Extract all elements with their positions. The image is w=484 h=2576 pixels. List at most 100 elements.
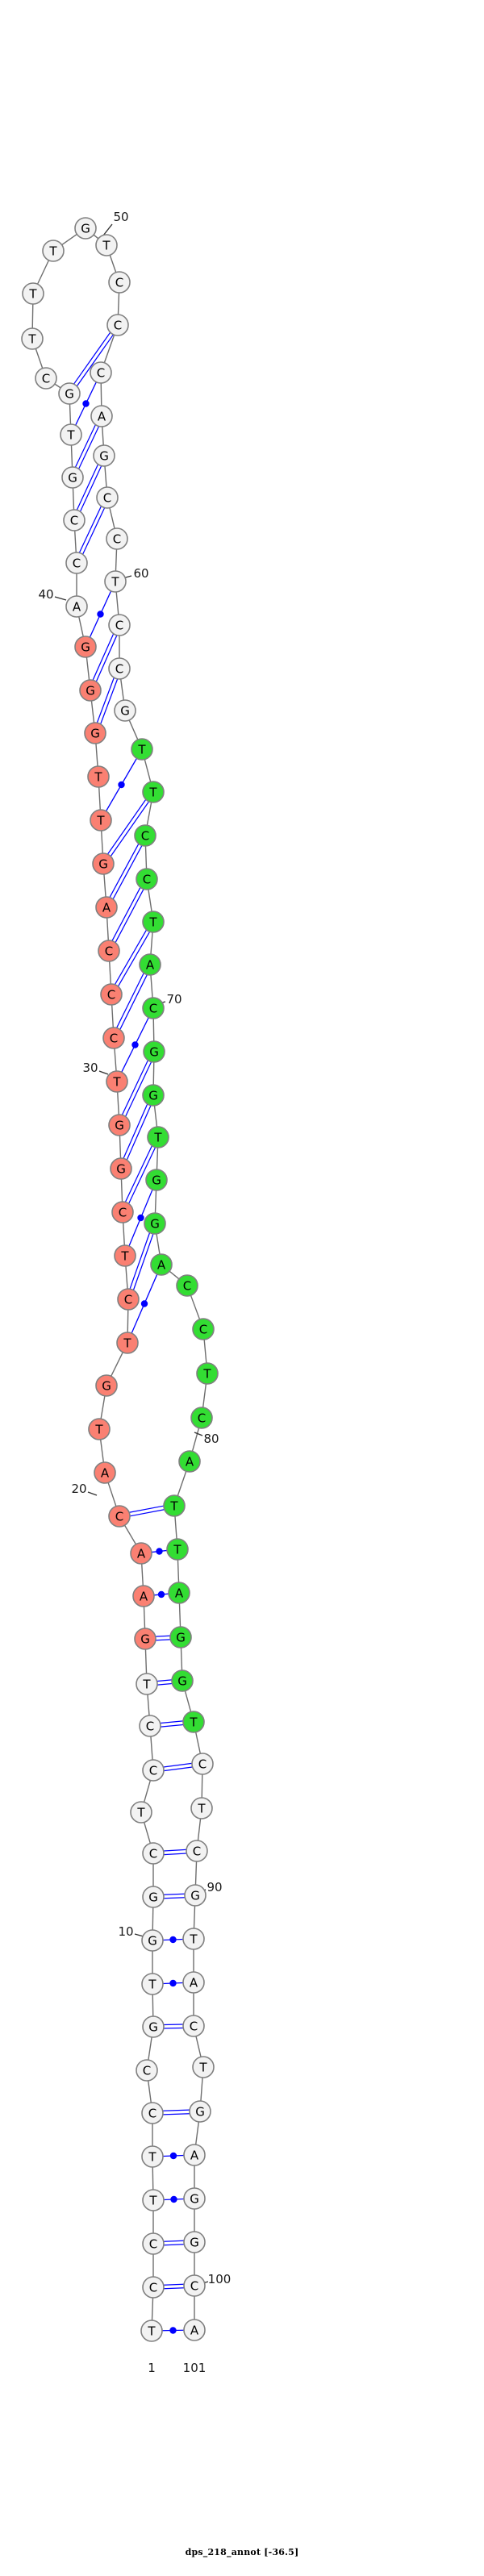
nucleotide-10[interactable]: G bbox=[141, 1929, 164, 1952]
nucleotide-2[interactable]: C bbox=[142, 2276, 165, 2299]
nucleotide-21[interactable]: A bbox=[94, 1461, 116, 1484]
nucleotide-44[interactable]: G bbox=[61, 466, 84, 489]
nucleotide-42[interactable]: C bbox=[65, 552, 88, 574]
nucleotide-circle[interactable] bbox=[95, 896, 118, 919]
nucleotide-19[interactable]: A bbox=[130, 1542, 152, 1565]
nucleotide-75[interactable]: G bbox=[144, 1212, 166, 1235]
nucleotide-circle[interactable] bbox=[114, 699, 136, 722]
nucleotide-circle[interactable] bbox=[142, 1084, 165, 1107]
nucleotide-circle[interactable] bbox=[108, 1114, 131, 1136]
nucleotide-circle[interactable] bbox=[96, 486, 119, 509]
nucleotide-circle[interactable] bbox=[130, 1542, 152, 1565]
nucleotide-60[interactable]: T bbox=[104, 570, 127, 593]
nucleotide-circle[interactable] bbox=[183, 2274, 206, 2297]
nucleotide-59[interactable]: C bbox=[106, 527, 128, 550]
nucleotide-circle[interactable] bbox=[90, 809, 112, 832]
nucleotide-49[interactable]: T bbox=[22, 282, 44, 305]
nucleotide-48[interactable]: T bbox=[21, 327, 44, 350]
nucleotide-circle[interactable] bbox=[141, 1973, 164, 1995]
nucleotide-circle[interactable] bbox=[79, 679, 102, 702]
nucleotide-circle[interactable] bbox=[147, 1126, 169, 1148]
nucleotide-32[interactable]: C bbox=[100, 983, 123, 1006]
nucleotide-67[interactable]: C bbox=[136, 868, 158, 890]
nucleotide-circle[interactable] bbox=[142, 2276, 165, 2299]
nucleotide-circle[interactable] bbox=[182, 1928, 205, 1950]
nucleotide-circle[interactable] bbox=[21, 327, 44, 350]
nucleotide-circle[interactable] bbox=[183, 2319, 206, 2341]
nucleotide-39[interactable]: G bbox=[79, 679, 102, 702]
nucleotide-circle[interactable] bbox=[116, 1332, 139, 1354]
nucleotide-circle[interactable] bbox=[142, 1759, 165, 1782]
nucleotide-81[interactable]: A bbox=[178, 1450, 201, 1473]
nucleotide-37[interactable]: T bbox=[87, 765, 110, 788]
nucleotide-38[interactable]: G bbox=[84, 722, 106, 744]
nucleotide-circle[interactable] bbox=[192, 1318, 215, 1340]
nucleotide-circle[interactable] bbox=[168, 1582, 190, 1604]
nucleotide-23[interactable]: G bbox=[95, 1374, 118, 1397]
nucleotide-circle[interactable] bbox=[108, 614, 131, 636]
nucleotide-circle[interactable] bbox=[90, 405, 113, 427]
nucleotide-circle[interactable] bbox=[108, 271, 131, 294]
nucleotide-circle[interactable] bbox=[65, 595, 88, 618]
nucleotide-circle[interactable] bbox=[106, 1070, 128, 1093]
nucleotide-circle[interactable] bbox=[132, 1585, 155, 1607]
nucleotide-82[interactable]: T bbox=[163, 1494, 186, 1517]
nucleotide-circle[interactable] bbox=[35, 367, 57, 390]
nucleotide-55[interactable]: C bbox=[90, 361, 112, 384]
nucleotide-circle[interactable] bbox=[136, 2059, 158, 2082]
nucleotide-5[interactable]: T bbox=[141, 2145, 164, 2168]
nucleotide-76[interactable]: A bbox=[150, 1253, 173, 1276]
nucleotide-circle[interactable] bbox=[60, 423, 82, 446]
nucleotide-circle[interactable] bbox=[163, 1494, 186, 1517]
nucleotide-56[interactable]: A bbox=[90, 405, 113, 427]
nucleotide-11[interactable]: G bbox=[142, 1886, 165, 1908]
nucleotide-87[interactable]: T bbox=[182, 1711, 205, 1733]
nucleotide-circle[interactable] bbox=[134, 1628, 156, 1650]
nucleotide-circle[interactable] bbox=[106, 527, 128, 550]
nucleotide-1[interactable]: T bbox=[140, 2320, 163, 2342]
nucleotide-circle[interactable] bbox=[88, 1418, 111, 1440]
nucleotide-61[interactable]: C bbox=[108, 614, 131, 636]
nucleotide-65[interactable]: T bbox=[142, 781, 165, 803]
nucleotide-66[interactable]: C bbox=[134, 824, 156, 847]
nucleotide-50[interactable]: T bbox=[42, 240, 65, 262]
nucleotide-circle[interactable] bbox=[142, 2189, 165, 2211]
nucleotide-circle[interactable] bbox=[182, 1971, 205, 1994]
nucleotide-circle[interactable] bbox=[108, 1505, 131, 1528]
nucleotide-circle[interactable] bbox=[166, 1538, 189, 1561]
nucleotide-90[interactable]: C bbox=[186, 1840, 208, 1862]
nucleotide-circle[interactable] bbox=[142, 997, 165, 1019]
nucleotide-circle[interactable] bbox=[184, 1884, 207, 1907]
nucleotide-25[interactable]: C bbox=[117, 1288, 140, 1311]
nucleotide-30[interactable]: T bbox=[106, 1070, 128, 1093]
nucleotide-74[interactable]: G bbox=[145, 1169, 168, 1191]
nucleotide-85[interactable]: G bbox=[169, 1626, 192, 1649]
nucleotide-12[interactable]: C bbox=[142, 1842, 165, 1865]
nucleotide-circle[interactable] bbox=[190, 1797, 213, 1819]
nucleotide-83[interactable]: T bbox=[166, 1538, 189, 1561]
nucleotide-circle[interactable] bbox=[106, 314, 129, 336]
nucleotide-27[interactable]: C bbox=[111, 1201, 134, 1223]
nucleotide-circle[interactable] bbox=[61, 466, 84, 489]
nucleotide-28[interactable]: G bbox=[110, 1157, 132, 1180]
nucleotide-circle[interactable] bbox=[145, 1169, 168, 1191]
nucleotide-77[interactable]: C bbox=[176, 1274, 198, 1297]
nucleotide-circle[interactable] bbox=[182, 1711, 205, 1733]
nucleotide-circle[interactable] bbox=[74, 217, 97, 240]
nucleotide-6[interactable]: C bbox=[141, 2102, 164, 2124]
nucleotide-7[interactable]: C bbox=[136, 2059, 158, 2082]
nucleotide-circle[interactable] bbox=[139, 953, 161, 976]
nucleotide-24[interactable]: T bbox=[116, 1332, 139, 1354]
nucleotide-circle[interactable] bbox=[94, 1461, 116, 1484]
nucleotide-circle[interactable] bbox=[176, 1274, 198, 1297]
nucleotide-circle[interactable] bbox=[141, 1929, 164, 1952]
nucleotide-circle[interactable] bbox=[183, 2231, 206, 2253]
nucleotide-circle[interactable] bbox=[191, 1753, 214, 1775]
nucleotide-79[interactable]: T bbox=[196, 1362, 219, 1385]
nucleotide-22[interactable]: T bbox=[88, 1418, 111, 1440]
nucleotide-circle[interactable] bbox=[142, 1842, 165, 1865]
nucleotide-17[interactable]: G bbox=[134, 1628, 156, 1650]
nucleotide-circle[interactable] bbox=[190, 1407, 213, 1429]
nucleotide-14[interactable]: C bbox=[142, 1759, 165, 1782]
nucleotide-8[interactable]: G bbox=[142, 2015, 165, 2038]
